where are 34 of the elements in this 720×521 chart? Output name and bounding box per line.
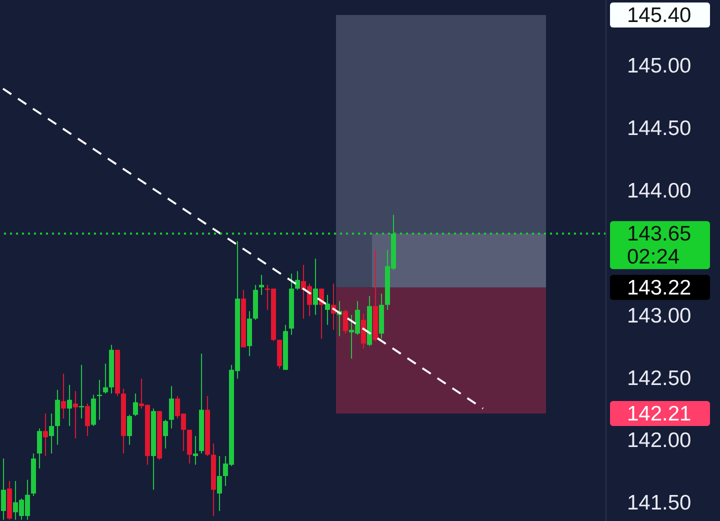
candlestick [85,403,90,437]
text: 02:24 [627,245,680,268]
candlestick [37,428,42,470]
y-tick-label: 145.00 [627,54,692,78]
candlestick [61,373,66,420]
candlestick [259,274,264,296]
candlestick [163,419,168,450]
candlestick [49,413,54,454]
candlestick [217,456,222,512]
y-tick-label: 144.00 [627,179,692,202]
ref-line-label: 143.65 [627,222,692,246]
y-tick-label: 142.50 [627,366,692,390]
y-tick-label: 141.50 [627,492,692,515]
candlestick [133,393,138,417]
candlestick [73,390,78,440]
y-tick-label: 142.00 [627,429,692,452]
candlestick [43,413,48,457]
text: 142.21 [627,402,692,426]
text: 143.22 [627,276,692,299]
candlestick [313,258,318,316]
candlestick [343,309,348,334]
candlestick [169,386,174,430]
candlestick [325,294,330,326]
y-tick-label: 144.50 [627,116,692,140]
candlestick [67,384,72,427]
candlestick [295,270,300,290]
candlestick [361,313,366,350]
candlestick [103,363,108,394]
y-tick-label: 143.00 [627,304,692,328]
candlestick [193,436,198,466]
candlestick [127,414,132,446]
candlestick [1,458,6,520]
text: 145.40 [627,3,692,26]
candlestick [79,364,84,420]
